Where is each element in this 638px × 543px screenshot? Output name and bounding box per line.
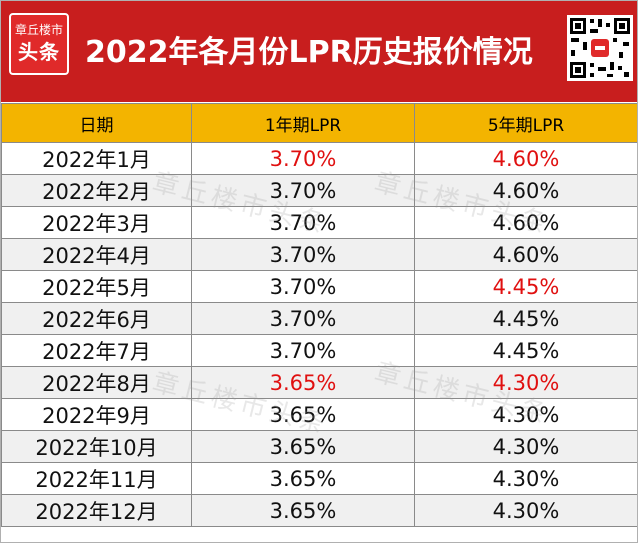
date-cell: 2022年5月	[1, 270, 192, 303]
date-cell: 2022年4月	[1, 238, 192, 271]
lpr-5y-cell: 4.30%	[414, 462, 637, 495]
date-cell: 2022年2月	[1, 174, 192, 207]
date-cell: 2022年9月	[1, 398, 192, 431]
lpr-5y-cell: 4.30%	[414, 398, 637, 431]
column-header-lpr-1y: 1年期LPR	[191, 103, 415, 143]
lpr-1y-cell: 3.70%	[191, 302, 415, 335]
lpr-1y-cell: 3.70%	[191, 238, 415, 271]
lpr-1y-cell: 3.70%	[191, 206, 415, 239]
page-title: 2022年各月份LPR历史报价情况	[85, 35, 533, 70]
date-cell: 2022年6月	[1, 302, 192, 335]
lpr-1y-cell: 3.65%	[191, 494, 415, 527]
table-header-row: 日期 1年期LPR 5年期LPR	[1, 103, 637, 143]
date-cell: 2022年8月	[1, 366, 192, 399]
lpr-1y-cell: 3.70%	[191, 142, 415, 175]
title-banner: 章丘楼市 头条 2022年各月份LPR历史报价情况	[1, 1, 637, 102]
table-row: 2022年7月 3.70% 4.45%	[1, 334, 637, 367]
lpr-1y-cell: 3.65%	[191, 398, 415, 431]
lpr-5y-cell: 4.60%	[414, 206, 637, 239]
lpr-5y-cell: 4.45%	[414, 334, 637, 367]
lpr-1y-cell: 3.65%	[191, 462, 415, 495]
lpr-1y-cell: 3.70%	[191, 334, 415, 367]
table-row: 2022年3月 3.70% 4.60%	[1, 206, 637, 239]
date-cell: 2022年11月	[1, 462, 192, 495]
brand-logo-bottom: 头条	[18, 40, 60, 64]
table-row: 2022年9月 3.65% 4.30%	[1, 398, 637, 431]
date-cell: 2022年3月	[1, 206, 192, 239]
lpr-5y-cell: 4.30%	[414, 494, 637, 527]
lpr-1y-cell: 3.70%	[191, 174, 415, 207]
qr-code-icon	[567, 15, 633, 81]
table-row: 2022年4月 3.70% 4.60%	[1, 238, 637, 271]
lpr-table-body: 2022年1月 3.70% 4.60% 2022年2月 3.70% 4.60% 2022年3…	[1, 142, 637, 527]
date-cell: 2022年10月	[1, 430, 192, 463]
lpr-1y-cell: 3.65%	[191, 430, 415, 463]
brand-logo-top: 章丘楼市	[14, 23, 63, 37]
date-cell: 2022年1月	[1, 142, 192, 175]
table-row: 2022年1月 3.70% 4.60%	[1, 142, 637, 175]
brand-logo: 章丘楼市 头条	[9, 13, 69, 75]
lpr-1y-cell: 3.65%	[191, 366, 415, 399]
date-cell: 2022年7月	[1, 334, 192, 367]
column-header-date: 日期	[1, 103, 192, 143]
table-row: 2022年12月 3.65% 4.30%	[1, 494, 637, 527]
table-row: 2022年2月 3.70% 4.60%	[1, 174, 637, 207]
table-row: 2022年6月 3.70% 4.45%	[1, 302, 637, 335]
table-row: 2022年11月 3.65% 4.30%	[1, 462, 637, 495]
lpr-5y-cell: 4.60%	[414, 174, 637, 207]
table-row: 2022年8月 3.65% 4.30%	[1, 366, 637, 399]
lpr-5y-cell: 4.30%	[414, 430, 637, 463]
lpr-5y-cell: 4.45%	[414, 302, 637, 335]
table-row: 2022年10月 3.65% 4.30%	[1, 430, 637, 463]
lpr-5y-cell: 4.60%	[414, 238, 637, 271]
lpr-1y-cell: 3.70%	[191, 270, 415, 303]
lpr-5y-cell: 4.45%	[414, 270, 637, 303]
lpr-5y-cell: 4.60%	[414, 142, 637, 175]
table-row: 2022年5月 3.70% 4.45%	[1, 270, 637, 303]
lpr-table: 日期 1年期LPR 5年期LPR 2022年1月 3.70% 4.60% 2022年2…	[1, 103, 637, 527]
column-header-lpr-5y: 5年期LPR	[414, 103, 637, 143]
date-cell: 2022年12月	[1, 494, 192, 527]
lpr-5y-cell: 4.30%	[414, 366, 637, 399]
